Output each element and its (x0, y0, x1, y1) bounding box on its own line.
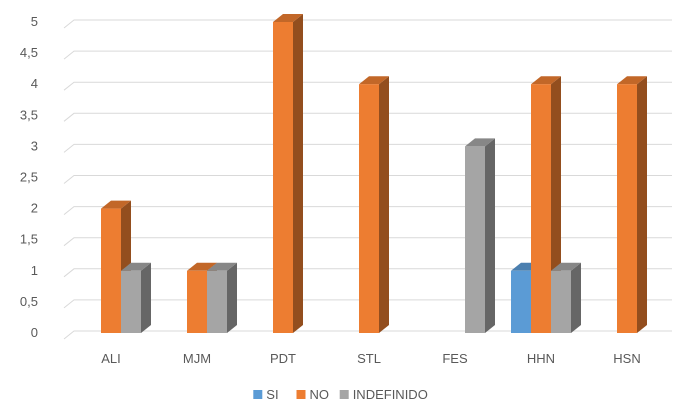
gridline (63, 50, 672, 60)
x-tick-label: STL (357, 351, 381, 366)
bar-hsn-no (617, 76, 647, 333)
legend-item-indefinido: INDEFINIDO (339, 387, 428, 402)
y-tick-label: 4 (31, 76, 38, 91)
legend-swatch (296, 390, 306, 399)
bar-pdt-no (273, 14, 303, 333)
gridline (63, 112, 672, 122)
legend-swatch (339, 390, 349, 399)
gridline (63, 81, 672, 91)
y-tick-label: 2 (31, 201, 38, 216)
gridlines (63, 19, 672, 340)
legend-item-no: NO (296, 387, 330, 402)
bar-hhn-indefinido (551, 262, 581, 333)
x-tick-label: PDT (270, 351, 296, 366)
y-axis-ticks: 0 0,5 1 1,5 2 2,5 3 3,5 4 4,5 5 (20, 14, 38, 340)
legend-label: NO (310, 387, 330, 402)
bars (101, 14, 647, 333)
legend: SI NO INDEFINIDO (253, 387, 428, 402)
y-tick-label: 4,5 (20, 45, 38, 60)
y-tick-label: 2,5 (20, 170, 38, 185)
x-tick-label: ALI (101, 351, 121, 366)
bar-ali-indefinido (121, 262, 151, 333)
y-tick-label: 0,5 (20, 294, 38, 309)
legend-label: INDEFINIDO (353, 387, 428, 402)
y-tick-label: 5 (31, 14, 38, 29)
bar-stl-no (359, 76, 389, 333)
legend-label: SI (266, 387, 278, 402)
x-tick-label: FES (442, 351, 468, 366)
x-tick-label: HSN (613, 351, 640, 366)
y-tick-label: 3,5 (20, 107, 38, 122)
legend-item-si: SI (253, 387, 279, 402)
y-tick-label: 1,5 (20, 232, 38, 247)
x-tick-label: HHN (527, 351, 555, 366)
x-axis-ticks: ALI MJM PDT STL FES HHN HSN (101, 351, 640, 366)
bar-mjm-indefinido (207, 262, 237, 333)
y-tick-label: 1 (31, 263, 38, 278)
y-tick-label: 0 (31, 325, 38, 340)
bar-fes-indefinido (465, 138, 495, 333)
y-tick-label: 3 (31, 138, 38, 153)
legend-swatch (253, 390, 263, 399)
gridline (63, 19, 672, 29)
x-tick-label: MJM (183, 351, 211, 366)
